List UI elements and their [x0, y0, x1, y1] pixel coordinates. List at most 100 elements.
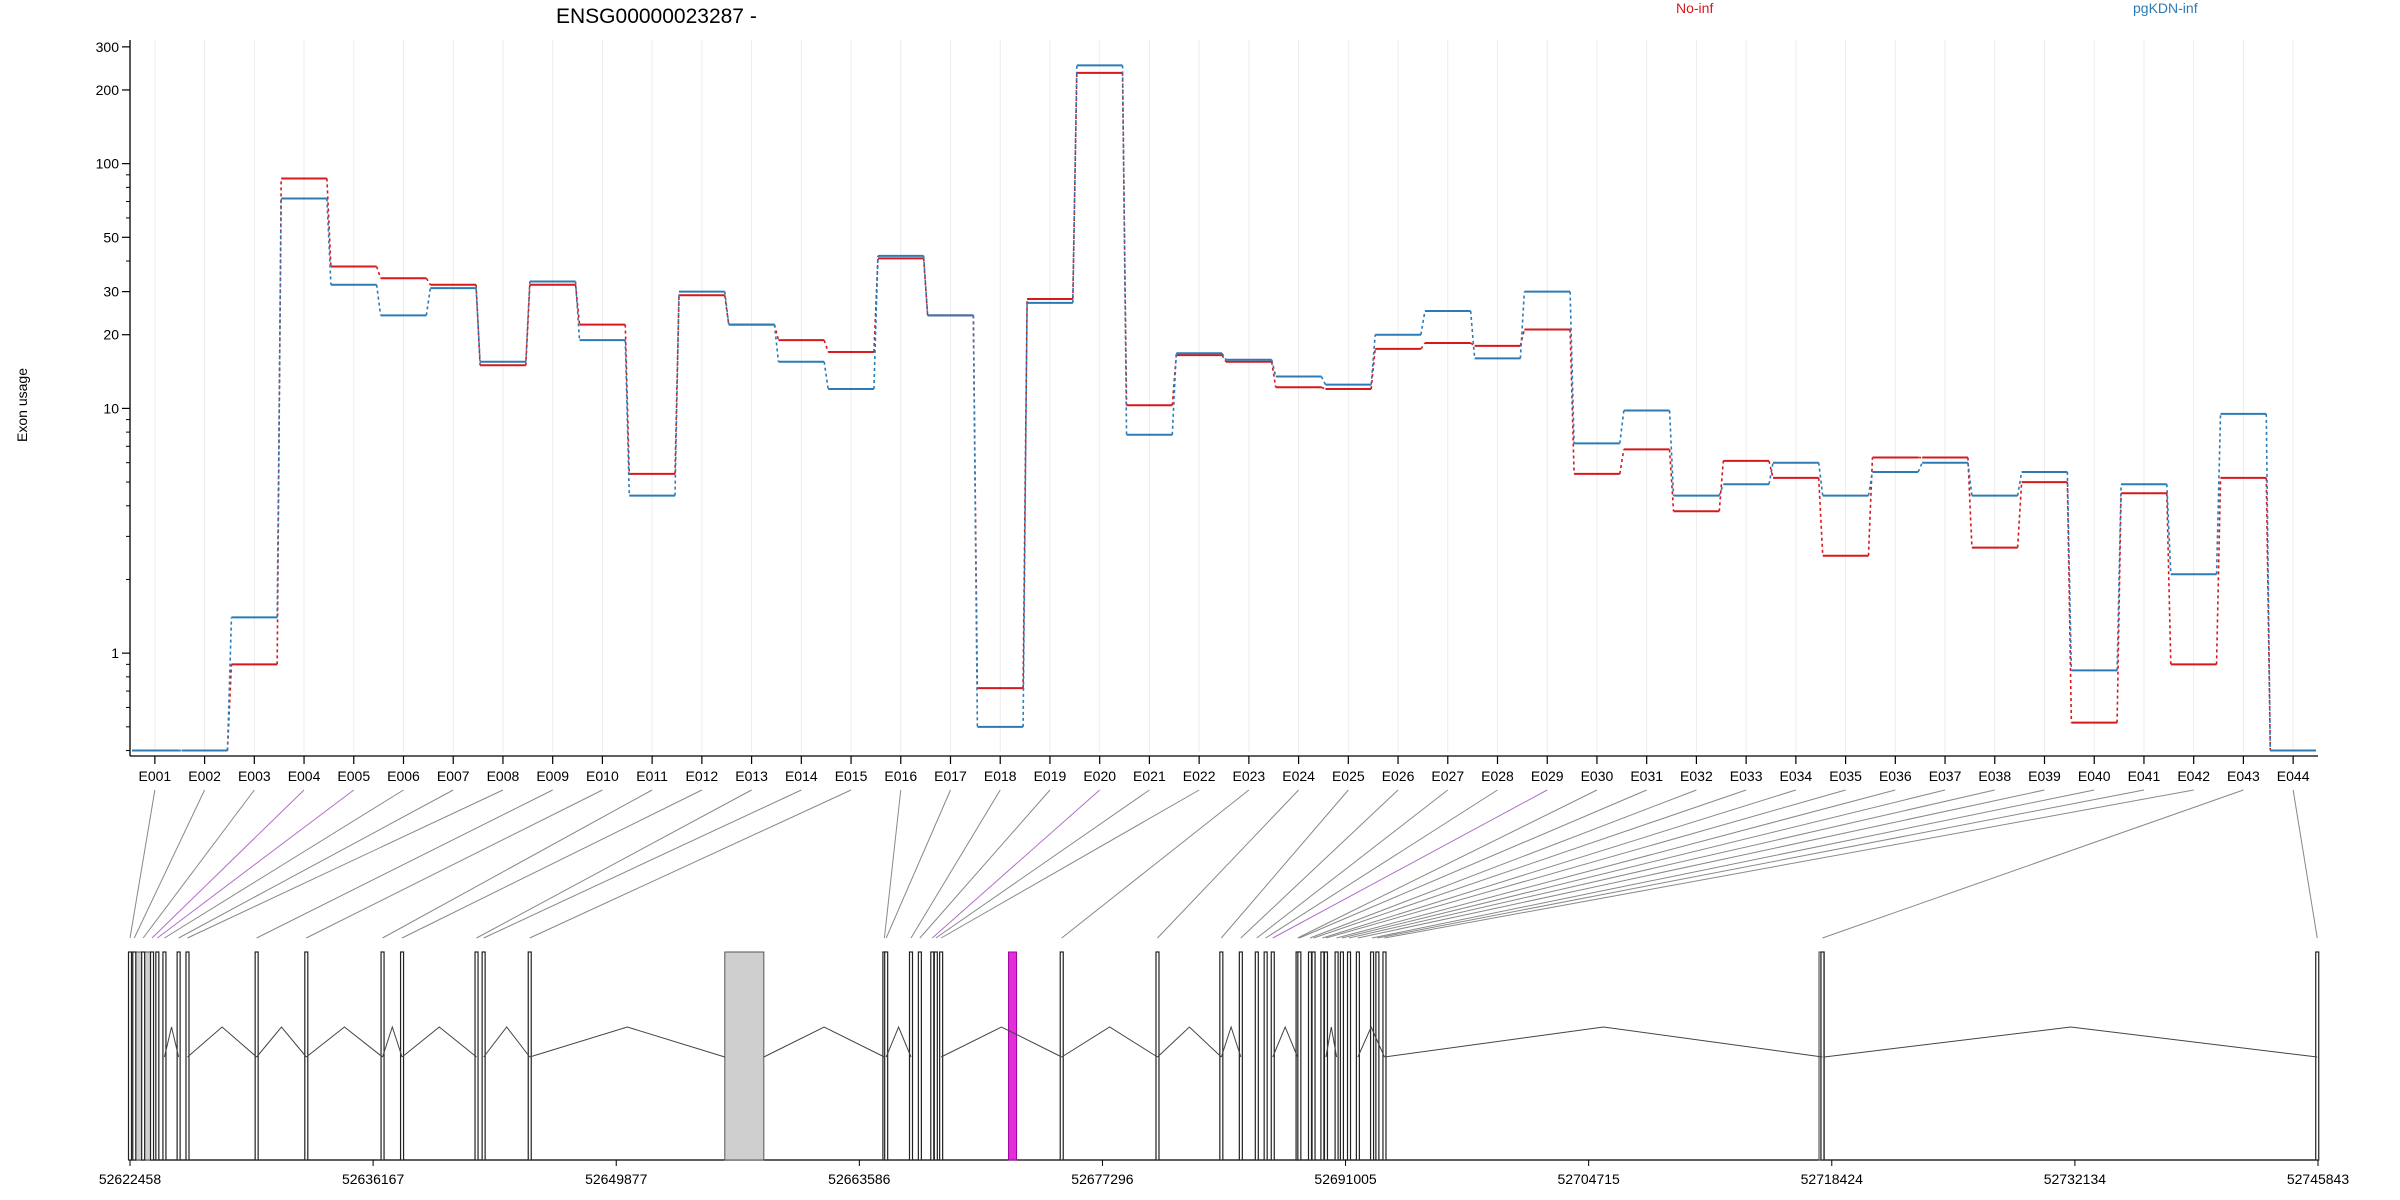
- exon-block: [2315, 951, 2320, 1161]
- exon-connector: [1309, 789, 1697, 939]
- series-connector: [1619, 410, 1625, 444]
- series-connector: [1420, 342, 1426, 350]
- series-connector: [1022, 302, 1028, 727]
- genomic-tick-label: 52663586: [828, 1171, 891, 1187]
- genomic-tick-label: 52636167: [342, 1171, 405, 1187]
- exon-connector: [164, 789, 404, 939]
- series-connector: [1171, 353, 1178, 435]
- series-connector: [326, 178, 332, 267]
- series-connector: [1370, 334, 1376, 385]
- series-connector: [1569, 291, 1575, 444]
- series-connector: [1668, 410, 1675, 496]
- series-connector: [226, 617, 233, 751]
- exon-block: [155, 951, 160, 1161]
- intron-chevron: [940, 1026, 1062, 1058]
- x-tick-label: E020: [1083, 768, 1116, 784]
- exon-connector: [133, 789, 206, 939]
- exon-block: [1307, 951, 1313, 1161]
- intron-chevron: [885, 1025, 912, 1058]
- x-tick-label: E001: [139, 768, 172, 784]
- series-lines: [132, 64, 2316, 752]
- y-tick-label: 200: [96, 82, 120, 98]
- exon-connector: [2292, 789, 2318, 939]
- y-tick-label: 50: [103, 229, 119, 245]
- exon-block: [930, 951, 935, 1161]
- exon-block: [1346, 951, 1352, 1161]
- exon-connector: [1822, 789, 2244, 939]
- series-connector: [375, 284, 382, 316]
- series-connector: [1022, 298, 1028, 689]
- x-tick-label: E028: [1481, 768, 1514, 784]
- series-connector: [276, 198, 282, 618]
- legend-entry-no-inf: No-inf: [1676, 0, 1713, 16]
- exon-connector: [187, 789, 504, 939]
- exon-connector: [1325, 789, 1846, 939]
- x-tick-label: E022: [1183, 768, 1216, 784]
- series-connector: [1270, 361, 1277, 388]
- x-tick-label: E024: [1282, 768, 1315, 784]
- exon-connector: [1299, 789, 1647, 939]
- exon-connector: [935, 789, 1150, 939]
- y-axis-label: Exon usage: [14, 368, 30, 442]
- x-tick-label: E034: [1780, 768, 1813, 784]
- series-connector: [574, 281, 581, 341]
- series-connector: [1817, 477, 1824, 556]
- intron-chevron: [1384, 1026, 1823, 1058]
- series-connector: [972, 315, 979, 727]
- x-tick-label: E023: [1233, 768, 1266, 784]
- x-tick-label: E044: [2277, 768, 2310, 784]
- genomic-tick-label: 52677296: [1071, 1171, 1134, 1187]
- intron-chevron: [1357, 1025, 1385, 1058]
- x-tick-label: E014: [785, 768, 818, 784]
- intron-chevron: [1824, 1026, 2318, 1058]
- series-connector: [2215, 413, 2222, 575]
- genomic-tick-label: 52718424: [1801, 1171, 1864, 1187]
- exon-connector: [382, 789, 653, 939]
- exon-connector: [910, 789, 1001, 939]
- exon-connector: [178, 789, 454, 939]
- x-tick-label: E021: [1133, 768, 1166, 784]
- series-connector: [1718, 483, 1725, 496]
- y-tick-label: 300: [96, 39, 120, 55]
- intron-chevron: [163, 1026, 180, 1058]
- series-connector: [1420, 310, 1426, 335]
- x-tick-label: E008: [487, 768, 520, 784]
- x-tick-label: E009: [536, 768, 569, 784]
- series-connector: [1569, 329, 1575, 474]
- series-connector: [1320, 376, 1327, 386]
- x-tick-label: E042: [2177, 768, 2210, 784]
- series-connector: [574, 284, 581, 325]
- exon-block: [149, 951, 155, 1161]
- genomic-tick-label: 52691005: [1314, 1171, 1377, 1187]
- exon-connector: [306, 789, 603, 939]
- series-connector: [624, 324, 631, 474]
- exon-block: [1254, 951, 1259, 1161]
- series-connector: [1221, 354, 1227, 363]
- y-tick-label: 10: [103, 400, 119, 416]
- series-connector: [2016, 471, 2023, 496]
- intron-chevron: [1325, 1026, 1338, 1058]
- genomic-tick-label: 52745843: [2287, 1171, 2350, 1187]
- x-tick-label: E026: [1382, 768, 1415, 784]
- y-tick-label: 20: [103, 327, 119, 343]
- exon-connector: [1220, 789, 1349, 939]
- exon-connector: [476, 789, 752, 939]
- exon-connector: [529, 789, 852, 939]
- exon-block: [481, 951, 486, 1161]
- series-connector: [475, 288, 481, 362]
- genomic-tick-label: 52732134: [2044, 1171, 2107, 1187]
- exon-connector: [1313, 789, 1747, 939]
- x-tick-label: E004: [288, 768, 321, 784]
- x-tick-label: E011: [636, 768, 668, 784]
- exon-block: [1263, 951, 1268, 1161]
- intron-chevron: [401, 1026, 477, 1058]
- y-tick-label: 30: [103, 284, 119, 300]
- gene-model-track: 52622458 52636167 52649877 52663586 52677296…: [99, 951, 2350, 1187]
- x-tick-label: E016: [884, 768, 917, 784]
- intron-chevron: [763, 1026, 885, 1058]
- x-tick-label: E025: [1332, 768, 1365, 784]
- exon-block: [132, 951, 137, 1161]
- series-connector: [2066, 482, 2073, 723]
- chart-title: ENSG00000023287 -: [556, 5, 757, 28]
- x-tick-label: E040: [2078, 768, 2111, 784]
